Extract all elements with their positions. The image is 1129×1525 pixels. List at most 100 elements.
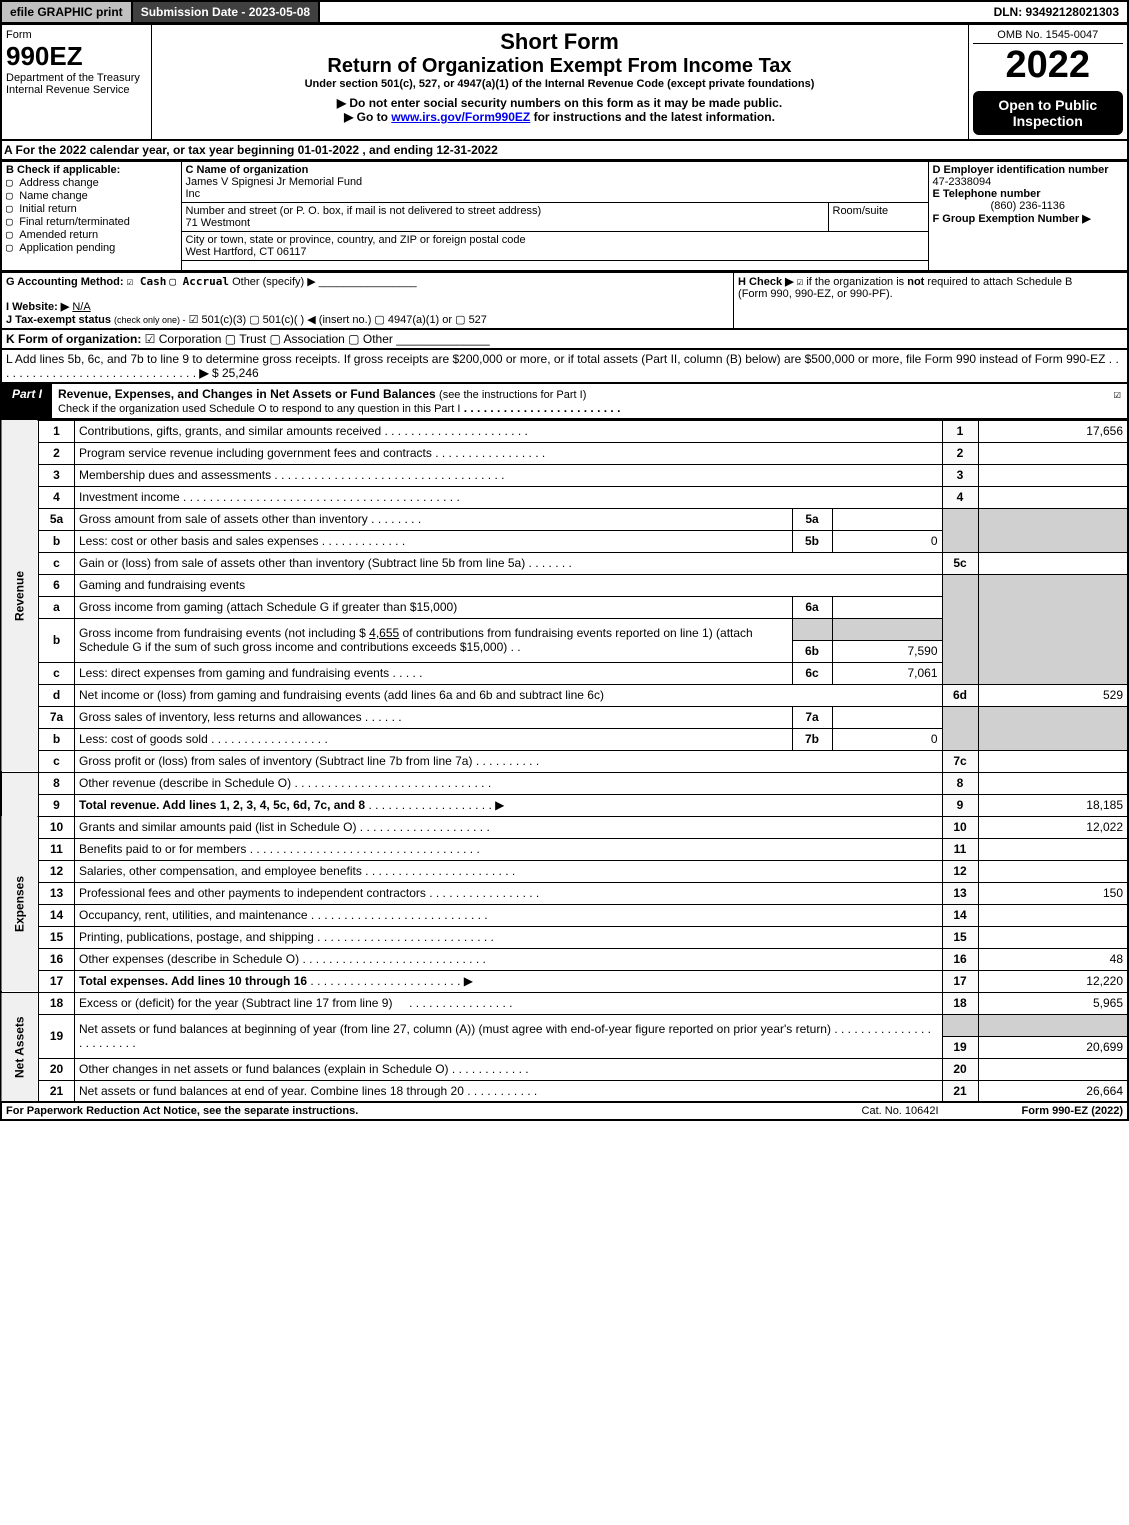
h-not: not: [907, 276, 924, 288]
ln-5a: 5a: [39, 508, 75, 530]
ln-9: 9: [39, 794, 75, 816]
section-h-label: H Check ▶: [738, 276, 794, 288]
lbl-final-return: Final return/terminated: [19, 216, 130, 228]
desc-2: Program service revenue including govern…: [79, 446, 432, 460]
rn-11: 11: [942, 838, 978, 860]
ln-3: 3: [39, 464, 75, 486]
section-j-label: J Tax-exempt status: [6, 314, 111, 326]
telephone: (860) 236-1136: [933, 200, 1124, 212]
chk-cash[interactable]: ☑ Cash: [127, 275, 167, 288]
rn-1: 1: [942, 420, 978, 442]
rv-3: [978, 464, 1128, 486]
warning-ssn: ▶ Do not enter social security numbers o…: [156, 96, 964, 110]
sv-6b: 7,590: [832, 640, 942, 662]
dept: Department of the Treasury Internal Reve…: [6, 72, 147, 96]
desc-16: Other expenses (describe in Schedule O): [79, 952, 299, 966]
ln-6: 6: [39, 574, 75, 596]
sl-7a: 7a: [792, 706, 832, 728]
desc-10: Grants and similar amounts paid (list in…: [79, 820, 356, 834]
sl-5b: 5b: [792, 530, 832, 552]
section-f-label: F Group Exemption Number ▶: [933, 213, 1091, 225]
other-specify: Other (specify) ▶: [232, 276, 316, 288]
rn-18: 18: [942, 992, 978, 1014]
chk-initial-return[interactable]: ▢: [6, 202, 19, 215]
city-state-zip: West Hartford, CT 06117: [186, 246, 307, 258]
sv-7b: 0: [832, 728, 942, 750]
org-name-1: James V Spignesi Jr Memorial Fund: [186, 176, 363, 188]
lbl-initial-return: Initial return: [19, 203, 76, 215]
rn-8: 8: [942, 772, 978, 794]
main-table: Revenue 1 Contributions, gifts, grants, …: [0, 420, 1129, 1104]
lbl-pending: Application pending: [19, 242, 115, 254]
omb-number: OMB No. 1545-0047: [973, 29, 1124, 44]
section-c-label: C Name of organization: [186, 164, 309, 176]
amt-6b: 4,655: [369, 626, 399, 640]
spacer: [320, 2, 985, 22]
desc-1: Contributions, gifts, grants, and simila…: [79, 424, 381, 438]
rv-2: [978, 442, 1128, 464]
desc-3: Membership dues and assessments: [79, 468, 271, 482]
desc-5c: Gain or (loss) from sale of assets other…: [79, 556, 525, 570]
rn-15: 15: [942, 926, 978, 948]
open-public-badge: Open to Public Inspection: [973, 91, 1124, 135]
ln-21: 21: [39, 1080, 75, 1102]
chk-pending[interactable]: ▢: [6, 241, 19, 254]
rn-4: 4: [942, 486, 978, 508]
goto-pre: ▶ Go to: [344, 110, 391, 124]
desc-6c: Less: direct expenses from gaming and fu…: [79, 666, 389, 680]
sl-5a: 5a: [792, 508, 832, 530]
ein: 47-2338094: [933, 176, 992, 188]
efile-print-button[interactable]: efile GRAPHIC print: [2, 2, 133, 22]
rn-14: 14: [942, 904, 978, 926]
website-value: N/A: [72, 301, 90, 313]
desc-13: Professional fees and other payments to …: [79, 886, 426, 900]
h-txt3: (Form 990, 990-EZ, or 990-PF).: [738, 288, 893, 300]
side-net-assets: Net Assets: [1, 992, 39, 1102]
irs-link[interactable]: www.irs.gov/Form990EZ: [391, 110, 530, 124]
desc-8: Other revenue (describe in Schedule O): [79, 776, 291, 790]
side-revenue: Revenue: [1, 420, 39, 772]
rv-19: 20,699: [978, 1036, 1128, 1058]
desc-15: Printing, publications, postage, and shi…: [79, 930, 314, 944]
chk-accrual[interactable]: ▢ Accrual: [169, 275, 229, 288]
rn-21: 21: [942, 1080, 978, 1102]
desc-12: Salaries, other compensation, and employ…: [79, 864, 362, 878]
form-number: 990EZ: [6, 41, 147, 72]
ln-20: 20: [39, 1058, 75, 1080]
desc-7b: Less: cost of goods sold: [79, 732, 208, 746]
ln-10: 10: [39, 816, 75, 838]
chk-address-change[interactable]: ▢: [6, 176, 19, 189]
chk-schedule-o[interactable]: ☑: [1108, 384, 1127, 418]
ln-14: 14: [39, 904, 75, 926]
street-address: 71 Westmont: [186, 217, 251, 229]
desc-19: Net assets or fund balances at beginning…: [79, 1022, 831, 1036]
ln-5b: b: [39, 530, 75, 552]
section-k: K Form of organization: ☑ Corporation ▢ …: [0, 330, 1129, 350]
page-footer: For Paperwork Reduction Act Notice, see …: [0, 1103, 1129, 1121]
rn-10: 10: [942, 816, 978, 838]
sl-7b: 7b: [792, 728, 832, 750]
chk-schedule-b[interactable]: ☑: [797, 275, 804, 288]
section-i-label: I Website: ▶: [6, 301, 69, 313]
chk-amended[interactable]: ▢: [6, 228, 19, 241]
dln: DLN: 93492128021303: [986, 2, 1127, 22]
rn-17: 17: [942, 970, 978, 992]
desc-7a: Gross sales of inventory, less returns a…: [79, 710, 362, 724]
form-label: Form: [6, 29, 147, 41]
part-1-tag: Part I: [2, 384, 52, 418]
rv-17: 12,220: [978, 970, 1128, 992]
ln-8: 8: [39, 772, 75, 794]
form-header: Form 990EZ Department of the Treasury In…: [0, 24, 1129, 141]
chk-name-change[interactable]: ▢: [6, 189, 19, 202]
chk-final-return[interactable]: ▢: [6, 215, 19, 228]
rn-16: 16: [942, 948, 978, 970]
desc-5a: Gross amount from sale of assets other t…: [79, 512, 368, 526]
rv-5c: [978, 552, 1128, 574]
footer-form: Form 990-EZ (2022): [1022, 1105, 1123, 1117]
ln-19: 19: [39, 1014, 75, 1058]
rv-21: 26,664: [978, 1080, 1128, 1102]
lbl-name-change: Name change: [19, 190, 88, 202]
city-label: City or town, state or province, country…: [186, 234, 526, 246]
desc-18: Excess or (deficit) for the year (Subtra…: [79, 996, 392, 1010]
rv-16: 48: [978, 948, 1128, 970]
